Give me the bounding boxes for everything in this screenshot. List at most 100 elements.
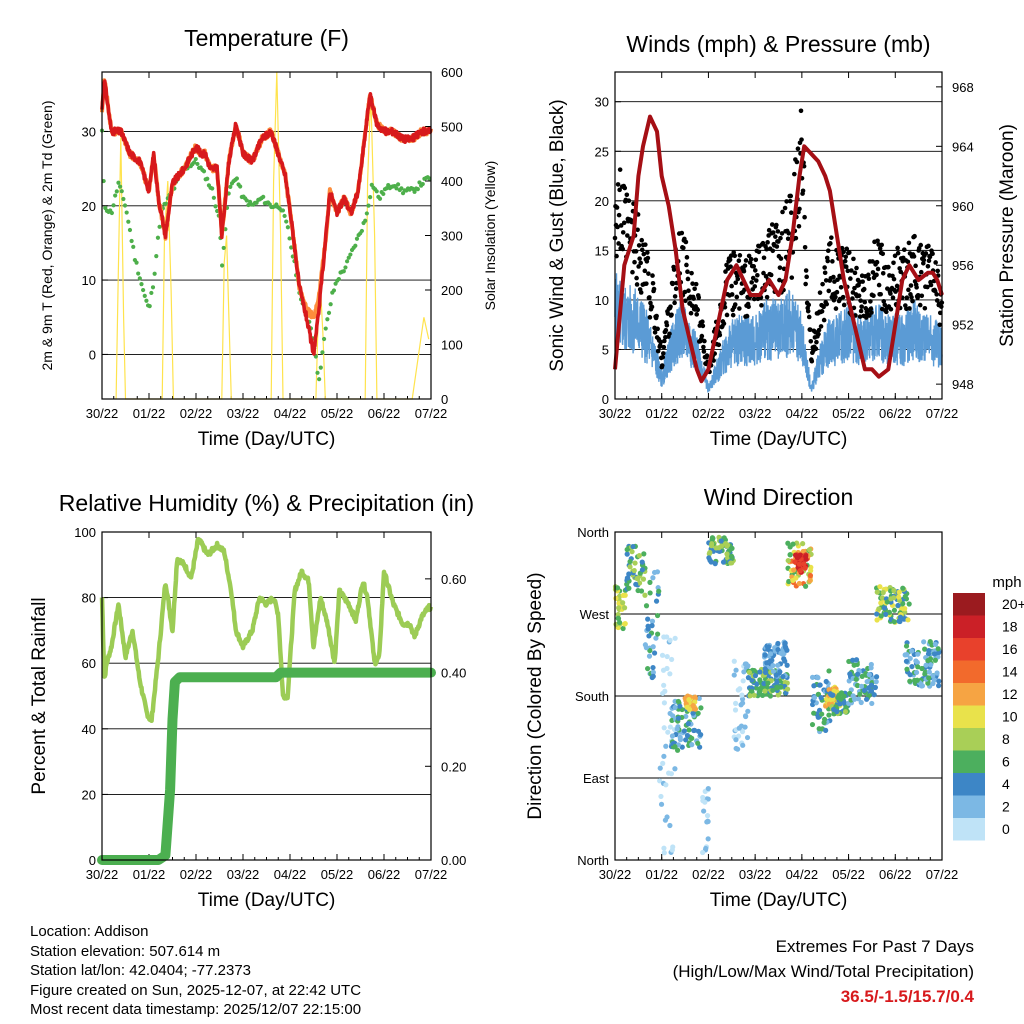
colorbar-label: 10 [1002,709,1018,725]
series-dewpoint-point [150,285,156,290]
series-gust-point [921,257,927,263]
y-tick-label: 0 [89,347,96,362]
wind-direction-point [797,568,803,574]
series-gust-point [821,317,827,323]
series-gust-point [624,192,630,198]
series-gust-point [891,276,897,282]
wind-direction-point [817,682,823,688]
wind-direction-point [773,672,779,678]
series-gust-point [655,348,661,354]
series-gust-point [744,313,750,319]
y-tick-label: 15 [595,243,609,258]
wind-direction-point [655,631,661,637]
series-gust-point [755,272,760,278]
x-tick-label: 05/22 [832,406,865,421]
chart-title: Winds (mph) & Pressure (mb) [626,31,930,57]
wind-direction-point [909,648,915,654]
series-gust-point [857,314,863,319]
wind-direction-point [660,760,666,766]
wind-direction-point [858,683,865,689]
wind-direction-point [752,673,759,679]
series-gust-point [862,299,868,305]
series-gust-point [881,299,887,304]
series-dewpoint-point [127,227,133,233]
series-dewpoint-point [287,236,292,241]
series-gust-point [926,243,931,249]
series-gust-point [615,224,620,230]
wind-direction-point [765,646,771,652]
y2-tick-label: 956 [952,258,974,273]
wind-direction-point [651,569,658,576]
series-gust-point [646,271,651,276]
series-gust-point [689,270,694,276]
series-gust-point [888,306,894,312]
wind-direction-point [930,673,936,679]
wind-direction-point [743,661,749,667]
series-gust-point [854,265,859,271]
y-tick-label: 10 [82,273,96,288]
wind-direction-point [853,657,860,663]
series-gust-point [660,354,666,360]
colorbar-swatch [953,728,985,751]
colorbar-swatch [953,593,985,616]
wind-direction-point [670,713,676,719]
series-gust-point [926,258,932,264]
wind-direction-point [815,714,821,720]
wind-direction-point [768,651,774,657]
wind-direction-point [807,572,814,579]
series-gust-point [759,303,764,308]
series-dewpoint-point [377,196,383,201]
wind-direction-point [767,693,774,699]
series-gust-point [752,284,758,289]
wind-direction-point [877,584,883,590]
wind-direction-point [922,671,928,677]
series-gust-point [742,263,748,268]
wind-direction-point [891,619,897,625]
series-dewpoint-point [328,302,333,307]
wind-direction-point [935,646,941,652]
series-gust-point [622,185,628,191]
wind-direction-point [672,744,678,750]
panel-temperature: Temperature (F)0102030010020030040050060… [39,25,498,450]
series-gust-point [796,223,802,229]
wind-direction-point [626,571,632,577]
wind-direction-point [811,683,817,689]
wind-direction-point [739,692,745,698]
x-tick-label: 04/22 [786,406,819,421]
wind-direction-point [724,551,730,557]
series-gust-point [886,264,891,270]
x-tick-label: 02/22 [180,406,213,421]
wind-direction-point [785,557,791,564]
series-dewpoint-point [366,203,371,208]
wind-direction-point [767,658,773,664]
series-gust-point [617,187,622,193]
x-tick-label: 01/22 [133,867,166,882]
wind-direction-point [809,674,816,680]
series-dewpoint-point [114,189,119,194]
series-gust-point [654,313,659,319]
series-gust-point [895,245,900,251]
series-dewpoint-point [195,161,200,167]
series-gust-point [756,249,762,255]
series-gust-point [907,306,912,311]
wind-direction-point [700,849,706,856]
wind-direction-point [616,619,623,626]
y-tick-label: West [580,607,610,622]
wind-direction-point [855,696,862,702]
series-gust-point [788,193,794,199]
wind-direction-point [634,575,640,582]
colorbar-label: 18 [1002,619,1018,635]
wind-direction-point [626,585,632,591]
wind-direction-point [861,687,868,693]
series-gust-point [732,253,738,259]
wind-direction-point [791,567,797,573]
series-dewpoint-point [359,228,365,234]
series-gust-point [729,283,734,289]
wind-direction-point [700,794,706,801]
series-dewpoint-point [348,252,353,257]
series-gust-point [717,332,723,338]
series-dewpoint-point [318,365,323,370]
wind-direction-point [624,546,630,553]
x-tick-label: 06/22 [879,867,912,882]
wind-direction-point [691,727,698,733]
